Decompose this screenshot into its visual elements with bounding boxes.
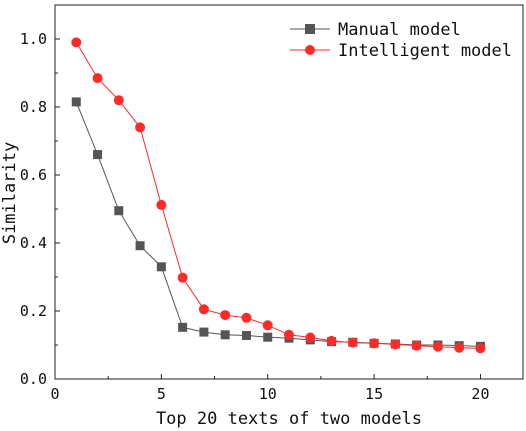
intelligent-model-point <box>475 343 486 354</box>
intelligent-model-point <box>454 342 465 353</box>
manual-model-point <box>71 97 81 107</box>
manual-model-point <box>156 262 166 272</box>
x-tick-label: 5 <box>157 385 166 403</box>
x-tick-label: 15 <box>365 385 383 403</box>
manual-model-point <box>241 330 251 340</box>
legend-intelligent-label: Intelligent model <box>338 41 512 61</box>
manual-model-point <box>263 332 273 342</box>
intelligent-model-point <box>369 338 380 349</box>
intelligent-model-point <box>113 95 124 106</box>
intelligent-model-point <box>71 37 82 48</box>
plot-frame <box>54 4 524 380</box>
manual-model-point <box>178 322 188 332</box>
y-tick-label: 0.0 <box>20 370 47 388</box>
y-tick-label: 1.0 <box>20 30 47 48</box>
y-tick-label: 0.6 <box>20 166 47 184</box>
manual-model-point <box>220 330 230 340</box>
axis-ticks: 0 5 10 15 20 0.0 0.2 0.4 0.6 0.8 1.0 <box>20 4 489 403</box>
intelligent-model-point <box>411 340 422 351</box>
intelligent-model-point <box>177 272 188 283</box>
intelligent-model-point <box>305 332 316 343</box>
manual-model-point <box>199 327 209 337</box>
manual-model-point <box>135 241 145 251</box>
intelligent-model-point <box>347 337 358 348</box>
manual-model-point <box>114 206 124 216</box>
x-tick-label: 10 <box>259 385 277 403</box>
intelligent-model-point <box>241 312 252 323</box>
intelligent-model-point <box>326 335 337 346</box>
intelligent-model-point <box>156 199 167 210</box>
plot-area <box>54 4 524 380</box>
y-tick-label: 0.4 <box>20 234 47 252</box>
legend: Manual model Intelligent model <box>290 20 512 61</box>
intelligent-model-line <box>75 42 481 349</box>
intelligent-model-point <box>432 341 443 352</box>
intelligent-model-point <box>198 304 209 315</box>
series-layer <box>71 37 486 354</box>
intelligent-model-point <box>284 329 294 340</box>
intelligent-model-point <box>262 320 273 331</box>
legend-manual-marker <box>305 24 315 34</box>
x-tick-label: 0 <box>50 385 59 403</box>
intelligent-model-point <box>135 122 146 133</box>
legend-intelligent-marker <box>305 45 315 55</box>
intelligent-model-point <box>390 339 401 350</box>
y-tick-label: 0.2 <box>20 302 47 320</box>
intelligent-model-point <box>220 310 231 321</box>
y-tick-label: 0.8 <box>20 98 47 116</box>
manual-model-point <box>93 150 103 160</box>
intelligent-model-point <box>92 73 103 84</box>
manual-model-line <box>75 101 481 347</box>
y-axis-title: Similarity <box>0 142 20 244</box>
legend-manual-label: Manual model <box>338 20 461 40</box>
x-axis-title: Top 20 texts of two models <box>156 409 422 429</box>
x-tick-label: 20 <box>471 385 489 403</box>
